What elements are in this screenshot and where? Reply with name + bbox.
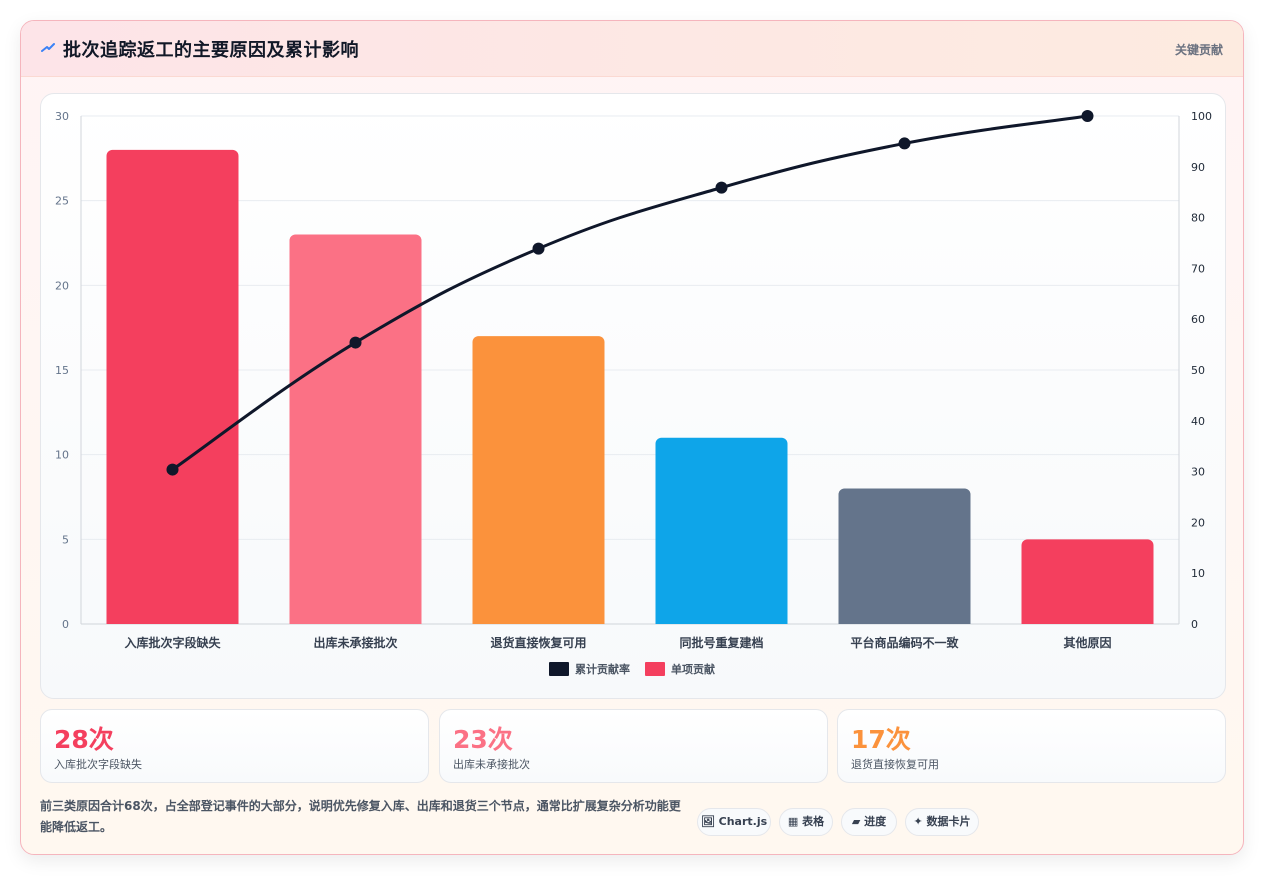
legend-label: 累计贡献率: [575, 662, 630, 676]
legend-label: 单项贡献: [671, 662, 715, 676]
legend-swatch-bar: [645, 662, 665, 676]
bar: [1021, 539, 1154, 624]
legend-swatch-cumulative: [549, 662, 569, 676]
chip-progress[interactable]: ▰ 进度: [841, 808, 897, 836]
y2-tick-label: 20: [1191, 516, 1205, 529]
x-tick-label: 平台商品编码不一致: [850, 635, 959, 650]
bar-base: [106, 616, 239, 624]
y2-tick-label: 50: [1191, 364, 1205, 377]
y-tick-label: 15: [55, 364, 69, 377]
y2-tick-label: 70: [1191, 262, 1205, 275]
stat-value: 23次: [453, 725, 513, 754]
x-tick-label: 出库未承接批次: [313, 635, 397, 650]
x-tick-label: 入库批次字段缺失: [124, 635, 221, 650]
cumulative-line: [171, 114, 1088, 471]
y2-tick-label: 80: [1191, 212, 1205, 225]
y-tick-label: 10: [55, 449, 69, 462]
bar: [655, 437, 788, 624]
cumulative-point: [715, 181, 728, 194]
chart-panel: 0 5 10 15 20 25 30 0 10 20 30 40 50 60 70 80 90 100 入库批次字段…: [40, 93, 1226, 699]
bar: [289, 234, 422, 625]
chip-table[interactable]: ▦ 表格: [779, 808, 833, 836]
chart-card: 批次追踪返工的主要原因及累计影响 关键贡献 0 5 10 15 20 25 30 0 10 20 3…: [20, 20, 1244, 855]
summary-note: 前三类原因合计68次，占全部登记事件的大部分，说明优先修复入库、出库和退货三个节…: [40, 799, 681, 834]
pareto-chart: 0 5 10 15 20 25 30 0 10 20 30 40 50 60 70 80 90 100 入库批次字段…: [55, 110, 1212, 676]
y-tick-label: 5: [62, 533, 69, 546]
stat-card-2: 23次 出库未承接批次: [439, 709, 828, 783]
stat-card-3: 17次 退货直接恢复可用: [837, 709, 1226, 783]
header-badge: 关键贡献: [1174, 43, 1223, 57]
bar: [472, 336, 605, 624]
y2-tick-label: 90: [1191, 161, 1205, 174]
bar-base: [472, 616, 605, 624]
x-tick-label: 退货直接恢复可用: [490, 635, 586, 650]
y-tick-label: 0: [62, 618, 69, 631]
x-tick-label: 其他原因: [1063, 635, 1111, 650]
chip-data-cards[interactable]: ✦ 数据卡片: [905, 808, 979, 836]
bar-base: [838, 616, 971, 624]
y2-tick-label: 10: [1191, 567, 1205, 580]
bar-base: [655, 616, 788, 624]
page-title: 批次追踪返工的主要原因及累计影响: [63, 40, 359, 61]
card-header: 批次追踪返工的主要原因及累计影响 关键贡献: [21, 21, 1243, 77]
stat-value: 17次: [851, 725, 911, 754]
x-tick-label: 同批号重复建档: [679, 635, 763, 650]
cumulative-point: [898, 137, 911, 150]
bar: [106, 149, 239, 624]
cumulative-point: [166, 463, 179, 476]
y2-tick-label: 30: [1191, 466, 1205, 479]
bar-base: [289, 616, 422, 624]
y-tick-label: 20: [55, 279, 69, 292]
stat-label: 退货直接恢复可用: [851, 758, 939, 771]
y-tick-label: 25: [55, 195, 69, 208]
trend-icon: [41, 43, 55, 52]
stat-value: 28次: [54, 725, 114, 754]
stat-label: 出库未承接批次: [453, 758, 530, 771]
cumulative-point: [349, 336, 362, 349]
bar: [838, 488, 971, 624]
chip-chartjs[interactable]: 🖼 Chart.js: [697, 808, 771, 836]
y2-tick-label: 60: [1191, 313, 1205, 326]
stat-label: 入库批次字段缺失: [54, 758, 142, 771]
bar-base: [1021, 616, 1154, 624]
cumulative-point: [532, 242, 545, 255]
y-tick-label: 30: [55, 110, 69, 123]
stat-card-1: 28次 入库批次字段缺失: [40, 709, 429, 783]
y2-tick-label: 100: [1191, 110, 1212, 123]
y2-tick-label: 0: [1191, 618, 1198, 631]
cumulative-point: [1081, 110, 1094, 122]
y2-tick-label: 40: [1191, 415, 1205, 428]
